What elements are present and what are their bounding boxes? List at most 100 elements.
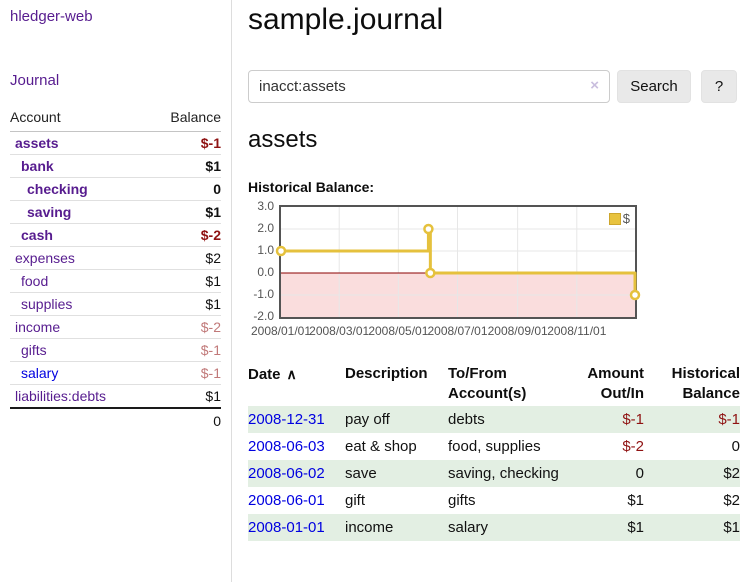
chart-legend: $: [606, 210, 632, 227]
y-axis-tick-label: 3.0: [257, 199, 274, 213]
account-balance: $-1: [148, 361, 221, 385]
help-button[interactable]: ?: [701, 70, 737, 103]
transaction-description: eat & shop: [345, 438, 417, 455]
search-form: × Search ?: [248, 70, 740, 103]
balance-chart: 3.0 2.0 1.0 0.0 -1.0 -2.0 $ 2008/01/01 2008/03…: [248, 199, 648, 344]
transaction-balance: 0: [731, 438, 740, 455]
sidebar-item-journal[interactable]: Journal: [10, 72, 60, 89]
transaction-accounts: debts: [448, 411, 485, 428]
transaction-amount: $1: [627, 492, 644, 509]
transaction-accounts: salary: [448, 519, 489, 536]
y-axis-tick-label: -2.0: [253, 309, 274, 323]
balance-header: Historical Balance: [671, 365, 740, 402]
y-axis-tick-label: 0.0: [257, 265, 274, 279]
account-balance: $1: [148, 384, 221, 409]
account-link-bank[interactable]: bank: [21, 158, 54, 174]
account-link-expenses[interactable]: expenses: [15, 250, 75, 266]
account-row-assets: assets $-1: [10, 131, 221, 155]
transaction-balance: $2: [723, 465, 740, 482]
account-balance: $2: [148, 246, 221, 270]
accounts-header-balance: Balance: [148, 106, 221, 132]
date-header-label: Date: [248, 366, 281, 383]
accounts-total-row: 0: [10, 407, 221, 433]
account-row-supplies: supplies $1: [10, 292, 221, 316]
transaction-accounts: gifts: [448, 492, 476, 509]
accounts-table: Account Balance assets $-1 bank $1 check…: [10, 106, 221, 433]
accounts-total-value: 0: [148, 407, 221, 433]
register-row: 2008-12-31 pay off debts $-1 $-1: [248, 406, 740, 433]
page-title: sample.journal: [248, 3, 444, 36]
account-balance: $-2: [148, 223, 221, 247]
transaction-amount: $1: [627, 519, 644, 536]
account-row-expenses: expenses $2: [10, 246, 221, 270]
account-link-gifts[interactable]: gifts: [21, 342, 47, 358]
accounts-header: To/From Account(s): [448, 365, 527, 402]
transaction-balance: $2: [723, 492, 740, 509]
transaction-description: save: [345, 465, 377, 482]
account-row-gifts: gifts $-1: [10, 338, 221, 362]
accounts-header-account: Account: [10, 106, 149, 132]
search-button[interactable]: Search: [617, 70, 691, 103]
account-balance: $1: [148, 154, 221, 178]
transaction-accounts: food, supplies: [448, 438, 541, 455]
app-title-link[interactable]: hledger-web: [10, 8, 93, 25]
register-table: Date ∧ Description To/From Account(s) Amo…: [248, 362, 740, 541]
transaction-date-link[interactable]: 2008-06-01: [248, 492, 325, 509]
transaction-description: income: [345, 519, 394, 536]
amount-header: Amount Out/In: [587, 365, 644, 402]
transaction-date-link[interactable]: 2008-06-02: [248, 465, 325, 482]
x-axis-tick-label: 2008/01/01: [250, 324, 312, 338]
account-link-assets[interactable]: assets: [15, 135, 59, 151]
account-link-cash[interactable]: cash: [21, 227, 53, 243]
account-balance: $-1: [148, 338, 221, 362]
register-header-row: Date ∧ Description To/From Account(s) Amo…: [248, 362, 740, 406]
y-axis-tick-label: 1.0: [257, 243, 274, 257]
register-row: 2008-06-03 eat & shop food, supplies $-2…: [248, 433, 740, 460]
legend-label: $: [622, 211, 630, 226]
description-header: Description: [345, 365, 428, 382]
register-row: 2008-06-02 save saving, checking 0 $2: [248, 460, 740, 487]
transaction-balance: $-1: [718, 411, 740, 428]
main-content: sample.journal × Search ? assets Histori…: [248, 0, 740, 541]
account-link-income[interactable]: income: [15, 319, 61, 335]
transaction-date-link[interactable]: 2008-12-31: [248, 411, 325, 428]
account-link-supplies[interactable]: supplies: [21, 296, 73, 312]
account-link-checking[interactable]: checking: [27, 181, 88, 197]
account-link-saving[interactable]: saving: [27, 204, 72, 220]
transaction-date-link[interactable]: 2008-06-03: [248, 438, 325, 455]
register-row: 2008-06-01 gift gifts $1 $2: [248, 487, 740, 514]
y-axis-tick-label: 2.0: [257, 221, 274, 235]
x-axis-tick-label: 2008/05/01: [368, 324, 429, 338]
sort-by-date-link[interactable]: Date ∧: [248, 366, 297, 383]
account-row-checking: checking 0: [10, 177, 221, 201]
transaction-date-link[interactable]: 2008-01-01: [248, 519, 325, 536]
register-row: 2008-01-01 income salary $1 $1: [248, 514, 740, 541]
x-axis-tick-label: 2008/07/01: [427, 324, 488, 338]
x-axis-tick-label: 2008/11/01: [547, 324, 607, 338]
transaction-amount: $-2: [622, 438, 644, 455]
sort-ascending-icon: ∧: [286, 366, 297, 382]
account-row-income: income $-2: [10, 315, 221, 339]
chart-plot: $: [275, 205, 641, 319]
x-axis-tick-label: 2008/09/01: [487, 324, 548, 338]
search-box: ×: [248, 70, 610, 103]
accounts-header-row: Account Balance: [10, 106, 221, 132]
account-row-cash: cash $-2: [10, 223, 221, 247]
search-input[interactable]: [248, 70, 610, 103]
transaction-description: pay off: [345, 411, 390, 428]
transaction-amount: $-1: [622, 411, 644, 428]
account-balance: $-1: [148, 131, 221, 155]
transaction-balance: $1: [723, 519, 740, 536]
account-row-liabilities-debts: liabilities:debts $1: [10, 384, 221, 409]
account-balance: 0: [148, 177, 221, 201]
transaction-description: gift: [345, 492, 366, 509]
sidebar: hledger-web Journal Account Balance asse…: [0, 0, 232, 582]
account-link-food[interactable]: food: [21, 273, 49, 289]
account-link-salary[interactable]: salary: [21, 365, 59, 381]
account-heading: assets: [248, 126, 318, 153]
account-balance: $1: [148, 292, 221, 316]
legend-swatch: [608, 212, 621, 225]
account-link-liabilities-debts[interactable]: liabilities:debts: [15, 388, 107, 404]
account-balance: $1: [148, 269, 221, 293]
clear-search-icon[interactable]: ×: [590, 77, 599, 94]
